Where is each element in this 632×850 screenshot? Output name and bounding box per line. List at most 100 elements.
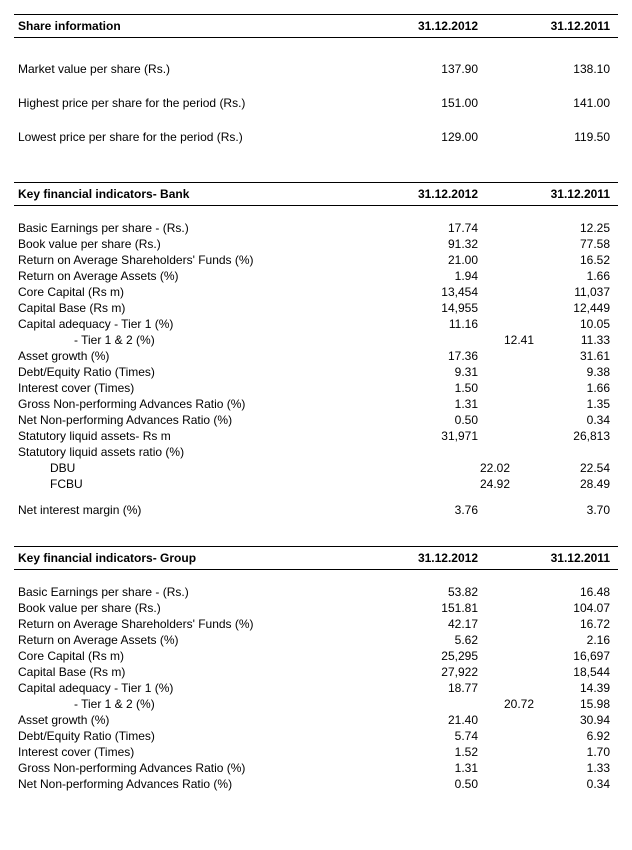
row-value-2011: 12,449 xyxy=(488,301,618,315)
row-value-2011: 77.58 xyxy=(488,237,618,251)
table-row: Capital Base (Rs m)27,92218,544 xyxy=(14,664,618,680)
col-2011: 31.12.2011 xyxy=(488,187,618,201)
row-label: Statutory liquid assets ratio (%) xyxy=(14,445,338,459)
row-value-2012: 53.82 xyxy=(338,585,488,599)
row-label: Net Non-performing Advances Ratio (%) xyxy=(14,413,338,427)
row-value-2012: 91.32 xyxy=(338,237,488,251)
row-value-2012: 1.94 xyxy=(338,269,488,283)
table-row: Gross Non-performing Advances Ratio (%)1… xyxy=(14,760,618,776)
row-label: Debt/Equity Ratio (Times) xyxy=(14,729,338,743)
table-row: Book value per share (Rs.)151.81104.07 xyxy=(14,600,618,616)
row-value-2011: 141.00 xyxy=(488,96,618,110)
row-label: Basic Earnings per share - (Rs.) xyxy=(14,221,338,235)
table-row: Interest cover (Times)1.521.70 xyxy=(14,744,618,760)
row-value-2011: 138.10 xyxy=(488,62,618,76)
table-row: Net Non-performing Advances Ratio (%)0.5… xyxy=(14,776,618,792)
row-value-2011: 11,037 xyxy=(488,285,618,299)
row-label: Capital Base (Rs m) xyxy=(14,301,338,315)
row-value-2012: 9.31 xyxy=(338,365,488,379)
table-row: DBU22.0222.54 xyxy=(14,460,618,476)
row-value-2012: 21.00 xyxy=(338,253,488,267)
bank-header: Key financial indicators- Bank 31.12.201… xyxy=(14,182,618,206)
row-value-2011: 11.33 xyxy=(544,333,618,347)
row-label: Net Non-performing Advances Ratio (%) xyxy=(14,777,338,791)
row-value-2011: 14.39 xyxy=(488,681,618,695)
table-row: Statutory liquid assets ratio (%) xyxy=(14,444,618,460)
row-value-2012 xyxy=(338,445,488,459)
share-info-section: Share information 31.12.2012 31.12.2011 … xyxy=(14,14,618,154)
row-value-2011: 15.98 xyxy=(544,697,618,711)
row-value-2011: 18,544 xyxy=(488,665,618,679)
row-label: Highest price per share for the period (… xyxy=(14,96,338,110)
row-value-2012: 20.72 xyxy=(394,697,544,711)
table-row: Return on Average Assets (%)1.941.66 xyxy=(14,268,618,284)
row-value-2012: 17.36 xyxy=(338,349,488,363)
table-row: Core Capital (Rs m)13,45411,037 xyxy=(14,284,618,300)
share-info-header: Share information 31.12.2012 31.12.2011 xyxy=(14,14,618,38)
row-label: Return on Average Shareholders' Funds (%… xyxy=(14,253,338,267)
row-value-2012: 12.41 xyxy=(394,333,544,347)
row-value-2011: 1.66 xyxy=(488,269,618,283)
row-value-2011: 16.48 xyxy=(488,585,618,599)
row-value-2011: 3.70 xyxy=(488,503,618,517)
row-value-2012: 3.76 xyxy=(338,503,488,517)
row-value-2011: 22.54 xyxy=(520,461,618,475)
group-section: Key financial indicators- Group 31.12.20… xyxy=(14,546,618,792)
group-title: Key financial indicators- Group xyxy=(14,551,338,565)
row-value-2012: 42.17 xyxy=(338,617,488,631)
row-label: Basic Earnings per share - (Rs.) xyxy=(14,585,338,599)
row-label: - Tier 1 & 2 (%) xyxy=(14,697,394,711)
row-value-2012: 27,922 xyxy=(338,665,488,679)
row-label: Market value per share (Rs.) xyxy=(14,62,338,76)
table-row: Return on Average Shareholders' Funds (%… xyxy=(14,616,618,632)
row-value-2011: 1.70 xyxy=(488,745,618,759)
col-2012: 31.12.2012 xyxy=(338,19,488,33)
row-value-2011: 1.35 xyxy=(488,397,618,411)
row-value-2011: 2.16 xyxy=(488,633,618,647)
row-value-2012: 25,295 xyxy=(338,649,488,663)
row-label: Core Capital (Rs m) xyxy=(14,649,338,663)
row-label: Capital Base (Rs m) xyxy=(14,665,338,679)
row-value-2011: 1.33 xyxy=(488,761,618,775)
row-value-2012: 151.00 xyxy=(338,96,488,110)
row-label: Book value per share (Rs.) xyxy=(14,601,338,615)
table-row: Net Non-performing Advances Ratio (%)0.5… xyxy=(14,412,618,428)
row-value-2012: 21.40 xyxy=(338,713,488,727)
row-label: Capital adequacy - Tier 1 (%) xyxy=(14,317,338,331)
table-row: Return on Average Assets (%)5.622.16 xyxy=(14,632,618,648)
row-value-2011: 1.66 xyxy=(488,381,618,395)
row-label: Net interest margin (%) xyxy=(14,503,338,517)
row-value-2011: 9.38 xyxy=(488,365,618,379)
row-label: Return on Average Assets (%) xyxy=(14,269,338,283)
row-value-2012: 11.16 xyxy=(338,317,488,331)
row-label: Gross Non-performing Advances Ratio (%) xyxy=(14,397,338,411)
row-label: - Tier 1 & 2 (%) xyxy=(14,333,394,347)
row-value-2011: 0.34 xyxy=(488,777,618,791)
row-value-2012: 129.00 xyxy=(338,130,488,144)
table-row: Highest price per share for the period (… xyxy=(14,86,618,120)
row-value-2011: 16,697 xyxy=(488,649,618,663)
row-value-2011: 6.92 xyxy=(488,729,618,743)
table-row: Market value per share (Rs.)137.90138.10 xyxy=(14,52,618,86)
row-label: Interest cover (Times) xyxy=(14,381,338,395)
col-2011: 31.12.2011 xyxy=(488,551,618,565)
table-row: - Tier 1 & 2 (%)20.7215.98 xyxy=(14,696,618,712)
row-value-2011: 16.72 xyxy=(488,617,618,631)
table-row: Statutory liquid assets- Rs m31,97126,81… xyxy=(14,428,618,444)
bank-title: Key financial indicators- Bank xyxy=(14,187,338,201)
row-value-2012: 17.74 xyxy=(338,221,488,235)
row-value-2011: 119.50 xyxy=(488,130,618,144)
row-label: Statutory liquid assets- Rs m xyxy=(14,429,338,443)
row-label: Asset growth (%) xyxy=(14,713,338,727)
row-label: Interest cover (Times) xyxy=(14,745,338,759)
row-value-2012: 151.81 xyxy=(338,601,488,615)
table-row: Capital Base (Rs m)14,95512,449 xyxy=(14,300,618,316)
row-value-2012: 0.50 xyxy=(338,413,488,427)
row-value-2012: 31,971 xyxy=(338,429,488,443)
table-row: Basic Earnings per share - (Rs.)17.7412.… xyxy=(14,220,618,236)
col-2012: 31.12.2012 xyxy=(338,551,488,565)
row-label: Debt/Equity Ratio (Times) xyxy=(14,365,338,379)
col-2012: 31.12.2012 xyxy=(338,187,488,201)
table-row: Return on Average Shareholders' Funds (%… xyxy=(14,252,618,268)
row-value-2011: 26,813 xyxy=(488,429,618,443)
